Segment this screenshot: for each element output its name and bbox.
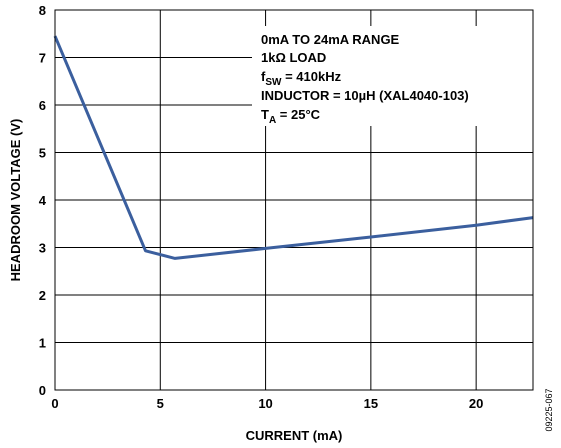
annotation-temperature: TA = 25°C bbox=[261, 107, 321, 126]
ta-value: = 25°C bbox=[276, 107, 320, 122]
y-axis-title: HEADROOM VOLTAGE (V) bbox=[8, 119, 23, 282]
annotation-inductor: INDUCTOR = 10µH (XAL4040-103) bbox=[261, 88, 469, 103]
y-tick-label: 5 bbox=[39, 146, 46, 161]
y-tick-label: 6 bbox=[39, 98, 46, 113]
annotation-range: 0mA TO 24mA RANGE bbox=[261, 32, 400, 47]
y-tick-label: 3 bbox=[39, 241, 46, 256]
y-tick-labels: 0 1 2 3 4 5 6 7 8 bbox=[39, 3, 47, 398]
x-axis-title: CURRENT (mA) bbox=[246, 428, 343, 443]
x-tick-label: 5 bbox=[157, 396, 164, 411]
ta-subscript: A bbox=[269, 115, 276, 126]
ta-symbol: T bbox=[261, 107, 269, 122]
y-tick-label: 8 bbox=[39, 3, 46, 18]
fsw-subscript: SW bbox=[265, 77, 282, 88]
annotation-background bbox=[252, 26, 534, 126]
x-tick-label: 20 bbox=[469, 396, 483, 411]
plot-frame bbox=[54, 9, 534, 391]
annotation-load: 1kΩ LOAD bbox=[261, 50, 326, 65]
headroom-voltage-line bbox=[53, 35, 534, 260]
x-tick-label: 15 bbox=[364, 396, 378, 411]
y-tick-label: 7 bbox=[39, 51, 46, 66]
annotation-switching-frequency: fSW = 410kHz bbox=[261, 69, 342, 88]
y-tick-label: 0 bbox=[39, 383, 46, 398]
x-tick-labels: 0 5 10 15 20 bbox=[51, 396, 483, 411]
x-tick-label: 0 bbox=[51, 396, 58, 411]
x-tick-label: 10 bbox=[258, 396, 272, 411]
series-layer bbox=[53, 35, 534, 260]
y-tick-label: 2 bbox=[39, 288, 46, 303]
y-tick-label: 4 bbox=[39, 193, 47, 208]
fsw-value: = 410kHz bbox=[281, 69, 341, 84]
y-tick-label: 1 bbox=[39, 336, 46, 351]
figure-id: 09225-067 bbox=[544, 388, 554, 431]
fsw-symbol: f bbox=[261, 69, 266, 84]
